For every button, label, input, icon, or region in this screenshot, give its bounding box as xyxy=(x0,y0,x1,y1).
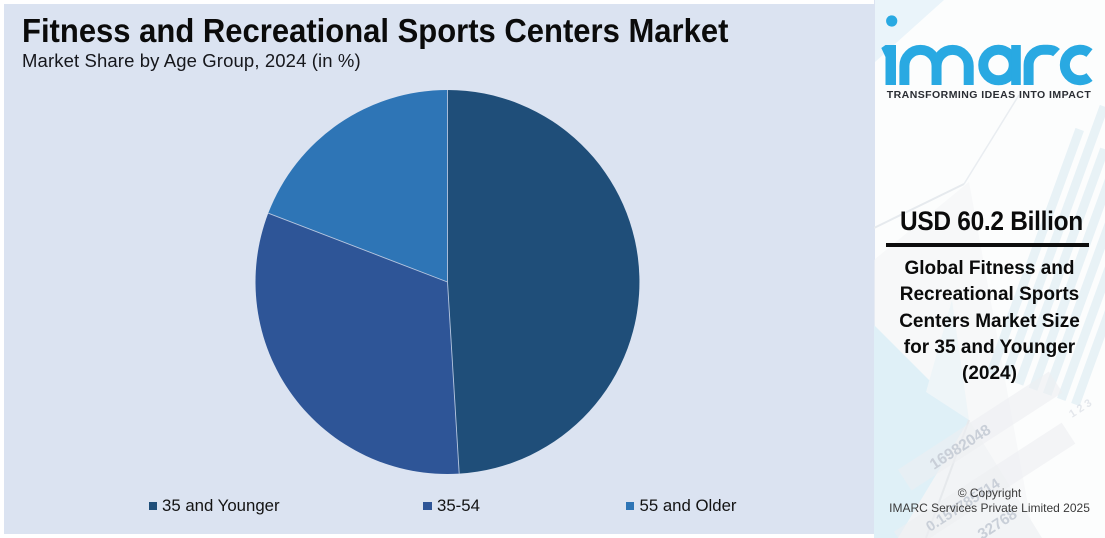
svg-text:1 2 3: 1 2 3 xyxy=(1067,397,1094,420)
